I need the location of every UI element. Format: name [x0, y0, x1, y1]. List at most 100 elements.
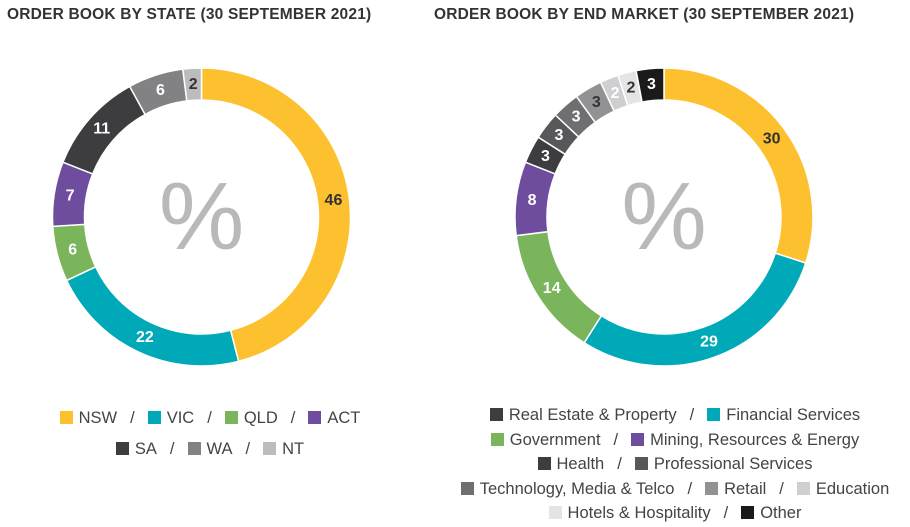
slice-vic-1: [65, 265, 240, 367]
legend-item-real-estate-property: Real Estate & Property: [489, 403, 677, 428]
legend-swatch: [147, 411, 161, 424]
legend-swatch: [490, 432, 504, 446]
legend-label: NT: [282, 440, 305, 458]
legend-row: NSW / VIC / QLD / ACT: [0, 403, 420, 434]
slice-value-label: 7: [66, 188, 75, 205]
legend-swatch: [707, 408, 721, 421]
legend-state: NSW / VIC / QLD / ACT SA / WA / NT: [0, 403, 420, 465]
legend-row: Health / Professional Services: [440, 452, 910, 477]
legend-item-health: Health: [537, 452, 605, 477]
legend-swatch: [460, 481, 474, 495]
legend-item-financial-services: Financial Services: [707, 403, 860, 428]
slice-value-label: 2: [611, 85, 620, 102]
legend-item-government: Government: [490, 428, 601, 453]
legend-label: Technology, Media & Telco: [479, 479, 675, 498]
legend-label: QLD: [243, 409, 278, 427]
legend-label: Education: [815, 479, 890, 498]
slice-value-label: 3: [554, 127, 563, 144]
slice-other-10: [635, 67, 665, 103]
legend-swatch: [224, 411, 238, 424]
slice-value-label: 6: [156, 82, 165, 99]
legend-swatch: [548, 506, 562, 519]
legend-separator: /: [617, 455, 622, 473]
legend-swatch: [634, 457, 648, 470]
legend-label: Retail: [724, 479, 767, 498]
chart-title-end-market: ORDER BOOK BY END MARKET (30 SEPTEMBER 2…: [434, 6, 855, 23]
slice-financial-services-1: [583, 252, 807, 367]
legend-swatch: [705, 481, 719, 495]
legend-swatch: [308, 411, 322, 424]
donut-chart-state: 46 22 6 7 11 6 2 %: [51, 67, 352, 367]
legend-separator: /: [723, 504, 729, 522]
legend-swatch: [489, 408, 503, 421]
legend-label: NSW: [78, 409, 118, 427]
legend-row: Technology, Media & Telco / Retail / Educati…: [440, 477, 910, 502]
legend-separator: /: [169, 440, 175, 458]
slice-nsw-0: [200, 67, 352, 363]
slice-nt-6: [181, 67, 203, 102]
legend-row: Government / Mining, Resources & Energy: [440, 428, 910, 453]
slice-value-label: 22: [136, 329, 154, 346]
legend-swatch: [115, 442, 129, 455]
legend-label: Mining, Resources & Energy: [650, 430, 860, 449]
legend-swatch: [796, 481, 810, 495]
slice-value-label: 14: [543, 280, 561, 297]
legend-label: Real Estate & Property: [508, 406, 677, 424]
legend-separator: /: [779, 479, 784, 498]
center-percent-label: %: [159, 163, 244, 270]
legend-item-technology-media-telco: Technology, Media & Telco: [460, 477, 675, 502]
legend-item-other: Other: [741, 501, 801, 526]
legend-item-nt: NT: [263, 434, 304, 465]
slice-value-label: 3: [647, 76, 656, 93]
legend-label: WA: [206, 440, 233, 458]
legend-item-vic: VIC: [147, 403, 195, 434]
legend-separator: /: [207, 409, 212, 427]
legend-row: Hotels & Hospitality / Other: [440, 501, 910, 526]
legend-item-hotels-hospitality: Hotels & Hospitality: [548, 501, 711, 526]
legend-row: Real Estate & Property / Financial Service…: [440, 403, 910, 428]
legend-label: SA: [134, 440, 157, 458]
legend-swatch: [59, 411, 73, 424]
legend-end-market: Real Estate & Property / Financial Service…: [440, 403, 910, 526]
legend-separator: /: [245, 440, 251, 458]
legend-label: Professional Services: [653, 455, 813, 473]
legend-label: Other: [760, 504, 802, 522]
legend-label: Financial Services: [726, 406, 861, 424]
slice-value-label: 29: [700, 334, 718, 351]
slice-value-label: 3: [592, 94, 601, 111]
slice-value-label: 2: [626, 80, 635, 97]
slice-value-label: 8: [528, 192, 537, 209]
legend-item-act: ACT: [308, 403, 360, 434]
slice-value-label: 46: [325, 192, 343, 209]
center-percent-label: %: [621, 163, 706, 270]
legend-item-qld: QLD: [224, 403, 278, 434]
legend-separator: /: [290, 409, 296, 427]
legend-item-sa: SA: [115, 434, 157, 465]
legend-swatch: [631, 432, 645, 446]
legend-swatch: [263, 442, 277, 455]
legend-label: Hotels & Hospitality: [567, 504, 711, 522]
legend-item-nsw: NSW: [59, 403, 118, 434]
legend-item-retail: Retail: [705, 477, 766, 502]
legend-item-mining-resources-energy: Mining, Resources & Energy: [631, 428, 859, 453]
legend-swatch: [741, 506, 755, 519]
legend-item-professional-services: Professional Services: [634, 452, 813, 477]
legend-row: SA / WA / NT: [0, 434, 420, 465]
slice-value-label: 6: [68, 242, 77, 259]
slice-value-label: 2: [189, 76, 198, 93]
legend-item-education: Education: [796, 477, 890, 502]
legend-label: Health: [556, 455, 605, 473]
legend-separator: /: [687, 479, 693, 498]
chart-title-state: ORDER BOOK BY STATE (30 SEPTEMBER 2021): [7, 6, 372, 23]
slice-value-label: 3: [572, 109, 581, 126]
legend-label: VIC: [166, 409, 195, 427]
legend-separator: /: [613, 430, 619, 449]
legend-swatch: [537, 457, 551, 470]
legend-item-wa: WA: [187, 434, 233, 465]
legend-separator: /: [689, 406, 695, 424]
legend-separator: /: [130, 409, 135, 427]
slice-value-label: 11: [93, 121, 110, 138]
legend-label: Government: [509, 430, 601, 449]
slice-value-label: 30: [763, 130, 781, 147]
